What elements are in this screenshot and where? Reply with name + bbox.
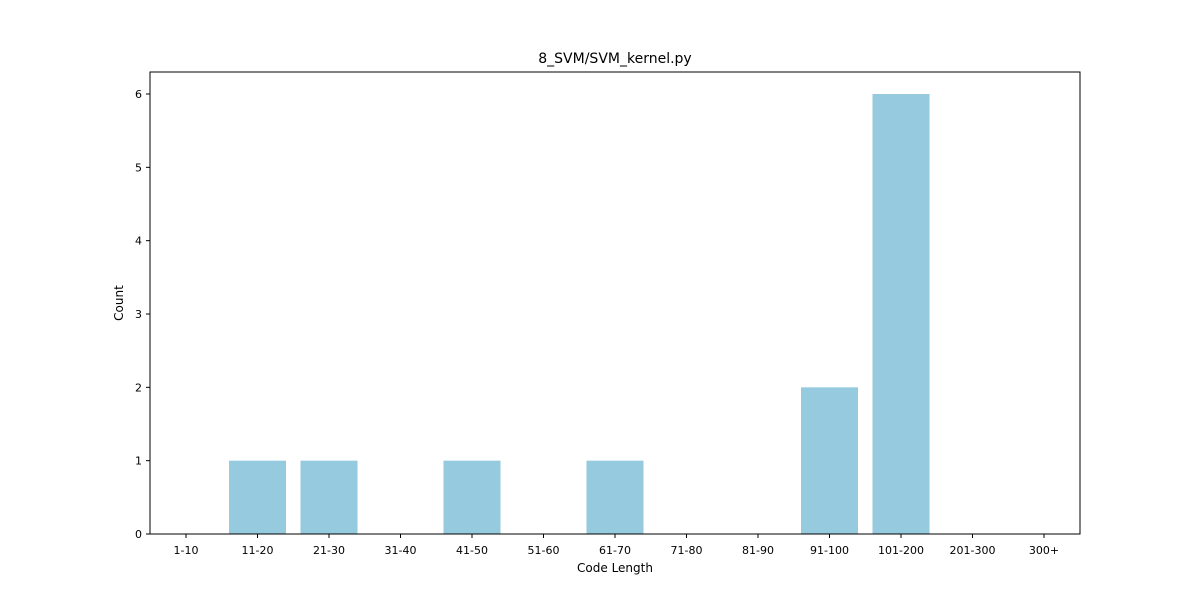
y-tick-label: 3 <box>135 308 142 321</box>
bar-61-70 <box>586 460 644 534</box>
x-tick-label: 41-50 <box>456 544 488 557</box>
bar-101-200 <box>872 94 930 534</box>
y-tick-label: 6 <box>135 88 142 101</box>
y-axis-ticks: 0 1 2 3 4 5 6 <box>135 88 150 541</box>
bar-21-30 <box>300 460 358 534</box>
y-axis-label: Count <box>112 285 126 321</box>
bars-group <box>229 94 930 534</box>
x-tick-label: 300+ <box>1029 544 1059 557</box>
x-tick-label: 71-80 <box>671 544 703 557</box>
x-tick-label: 91-100 <box>810 544 849 557</box>
y-tick-label: 5 <box>135 161 142 174</box>
chart-title: 8_SVM/SVM_kernel.py <box>538 51 691 67</box>
y-tick-label: 2 <box>135 381 142 394</box>
x-tick-label: 51-60 <box>528 544 560 557</box>
x-tick-label: 201-300 <box>950 544 996 557</box>
x-axis-ticks: 1-10 11-20 21-30 31-40 41-50 51-60 61-70 71-80 8… <box>174 534 1059 557</box>
y-tick-label: 4 <box>135 235 142 248</box>
x-tick-label: 61-70 <box>599 544 631 557</box>
x-tick-label: 31-40 <box>385 544 417 557</box>
x-axis-label: Code Length <box>577 561 653 575</box>
bar-11-20 <box>229 460 286 534</box>
bar-91-100 <box>801 387 858 534</box>
bar-41-50 <box>443 460 501 534</box>
plot-frame <box>149 71 1081 535</box>
y-tick-label: 1 <box>135 455 142 468</box>
y-tick-label: 0 <box>135 528 142 541</box>
x-tick-label: 11-20 <box>242 544 274 557</box>
x-tick-label: 1-10 <box>174 544 199 557</box>
x-tick-label: 21-30 <box>313 544 345 557</box>
x-tick-label: 101-200 <box>878 544 924 557</box>
x-tick-label: 81-90 <box>742 544 774 557</box>
